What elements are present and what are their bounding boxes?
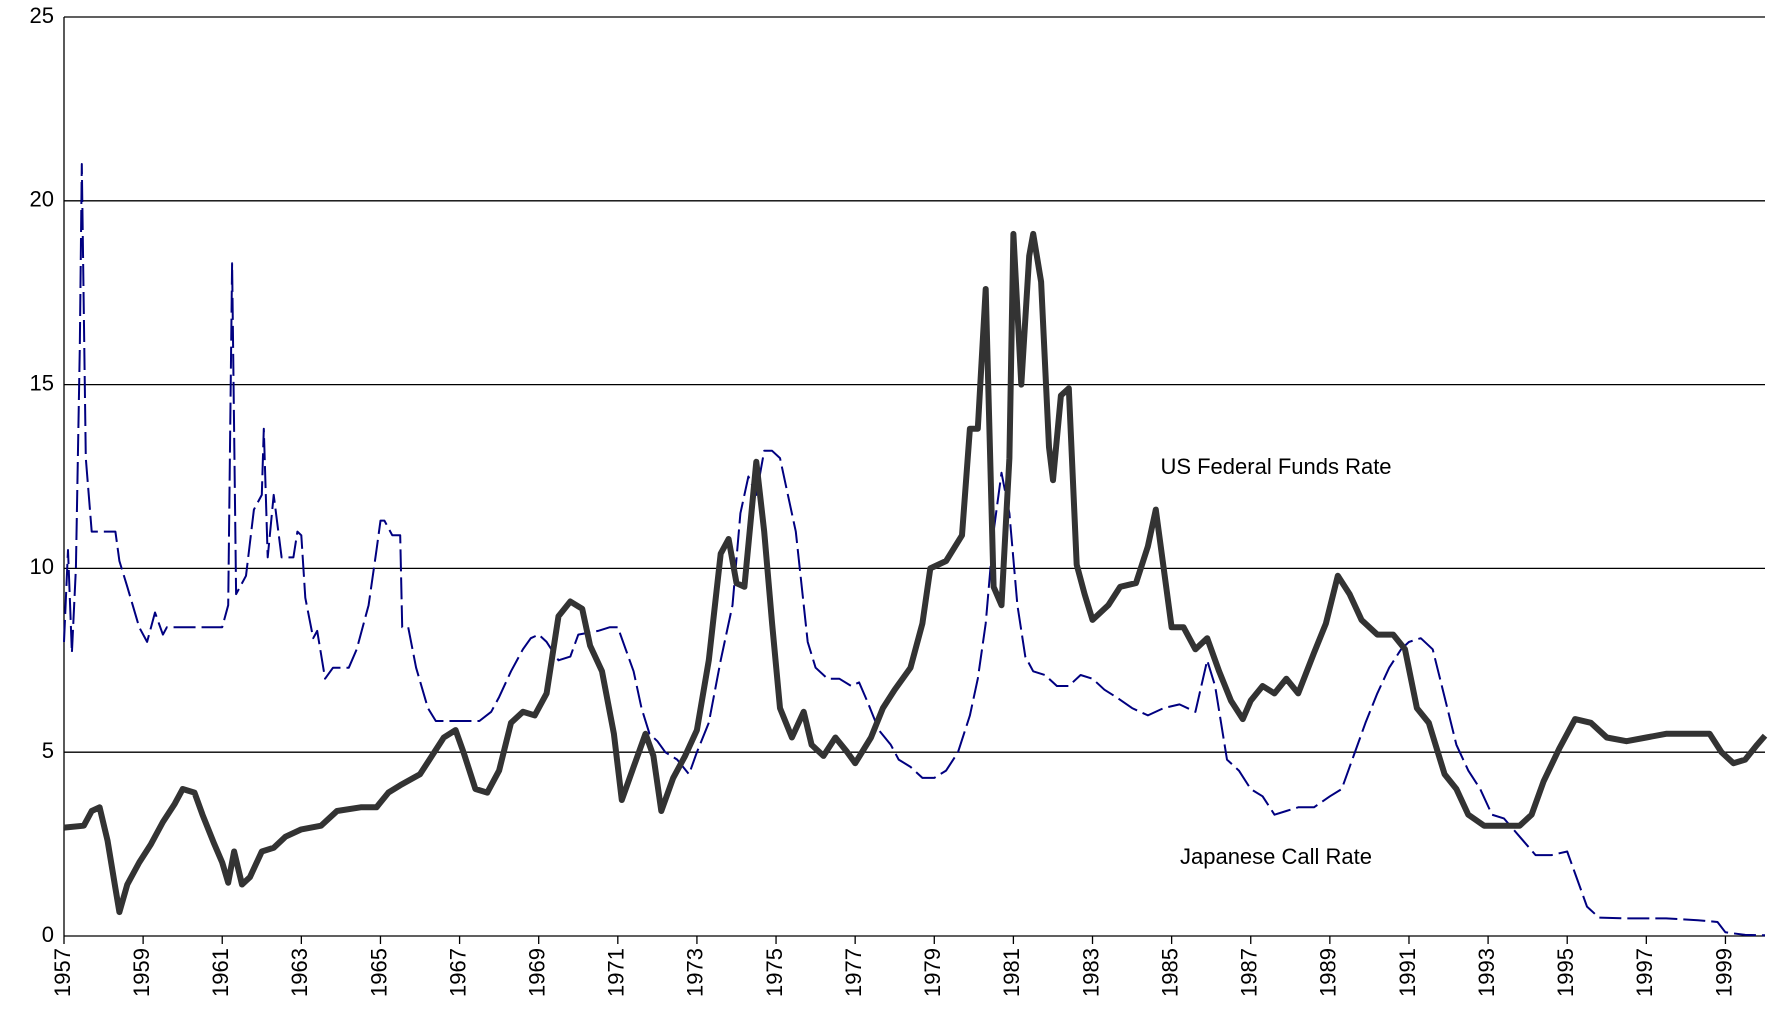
y-tick-label: 15 bbox=[30, 370, 54, 395]
x-tick-label: 1957 bbox=[50, 948, 75, 997]
x-tick-label: 1971 bbox=[604, 948, 629, 997]
x-tick-label: 1961 bbox=[208, 948, 233, 997]
y-tick-label: 20 bbox=[30, 187, 54, 212]
x-tick-label: 1993 bbox=[1474, 948, 1499, 997]
x-tick-label: 1977 bbox=[841, 948, 866, 997]
x-tick-label: 1967 bbox=[445, 948, 470, 997]
x-tick-label: 1997 bbox=[1632, 948, 1657, 997]
x-tick-label: 1973 bbox=[683, 948, 708, 997]
series-line bbox=[63, 230, 1768, 916]
x-tick-label: 1989 bbox=[1316, 948, 1341, 997]
x-tick-label: 1983 bbox=[1078, 948, 1103, 997]
x-tick-label: 1999 bbox=[1711, 948, 1736, 997]
series-line bbox=[63, 163, 1766, 937]
x-tick-label: 1959 bbox=[129, 948, 154, 997]
y-tick-label: 25 bbox=[30, 3, 54, 28]
series-label: US Federal Funds Rate bbox=[1160, 454, 1391, 479]
x-tick-label: 1979 bbox=[920, 948, 945, 997]
x-tick-label: 1995 bbox=[1553, 948, 1578, 997]
y-tick-label: 0 bbox=[42, 922, 54, 947]
x-tick-label: 1975 bbox=[762, 948, 787, 997]
series-label: Japanese Call Rate bbox=[1180, 844, 1372, 869]
x-tick-label: 1985 bbox=[1157, 948, 1182, 997]
x-tick-label: 1965 bbox=[366, 948, 391, 997]
x-tick-label: 1987 bbox=[1237, 948, 1262, 997]
x-tick-label: 1963 bbox=[287, 948, 312, 997]
x-tick-label: 1981 bbox=[999, 948, 1024, 997]
x-tick-label: 1969 bbox=[525, 948, 550, 997]
x-tick-label: 1991 bbox=[1395, 948, 1420, 997]
y-tick-label: 5 bbox=[42, 738, 54, 763]
y-tick-label: 10 bbox=[30, 554, 54, 579]
